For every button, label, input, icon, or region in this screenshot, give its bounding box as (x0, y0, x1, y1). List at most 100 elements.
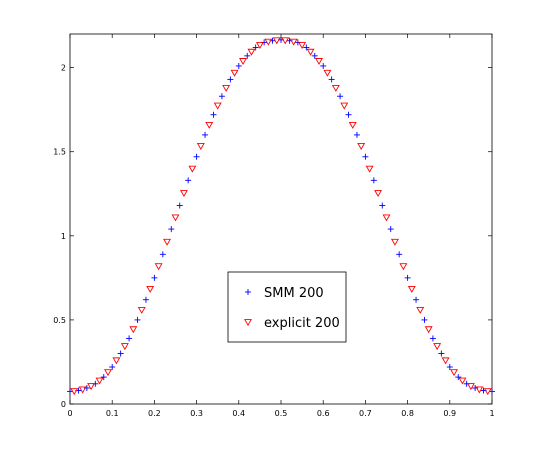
x-tick-label: 0 (67, 409, 72, 418)
explicit-200-point (171, 214, 180, 222)
smm-200-point (244, 52, 251, 59)
explicit-200-point (365, 165, 374, 173)
explicit-200-point (112, 357, 121, 365)
smm-200-point (126, 335, 133, 342)
smm-200-point (134, 316, 141, 323)
explicit-200-point (483, 388, 492, 396)
smm-200-point (379, 202, 386, 209)
explicit-200-point (146, 285, 155, 293)
explicit-200-point (213, 102, 222, 110)
smm-200-point (328, 76, 335, 83)
smm-200-point (429, 335, 436, 342)
explicit-200-point (163, 238, 172, 246)
legend-label-explicit-200: explicit 200 (264, 316, 340, 331)
explicit-200-point (129, 326, 138, 334)
plot-area (69, 33, 493, 405)
smm-200-point (303, 44, 310, 51)
explicit-200-point (255, 42, 264, 50)
explicit-200-point (222, 84, 231, 92)
explicit-200-point (475, 386, 484, 394)
smm-200-point (320, 62, 327, 69)
smm-200-point (413, 296, 420, 303)
explicit-200-point (315, 58, 323, 66)
explicit-200-point (272, 37, 281, 45)
smm-200-point (345, 111, 352, 118)
x-tick-label: 0.1 (106, 409, 119, 418)
legend-marker-plus (245, 289, 251, 295)
smm-200-point (176, 202, 183, 209)
explicit-200-point (348, 121, 357, 129)
y-tick-label: 0 (61, 400, 66, 409)
explicit-200-point (87, 383, 96, 391)
explicit-200-point (382, 214, 391, 222)
smm-200-point (489, 388, 495, 395)
smm-200-point (337, 93, 344, 100)
explicit-200-point (323, 69, 332, 77)
y-tick-label: 1.5 (53, 148, 66, 157)
explicit-200-point (289, 38, 298, 46)
explicit-200-point (390, 238, 399, 246)
explicit-200-point (137, 306, 146, 314)
explicit-200-point (104, 369, 112, 377)
smm-200-point (362, 153, 369, 160)
smm-200-point (311, 52, 318, 59)
explicit-200-point (95, 377, 104, 385)
explicit-200-point (205, 121, 214, 129)
explicit-200-point (374, 190, 383, 198)
smm-200-point (100, 374, 107, 381)
smm-200-point (370, 177, 377, 184)
explicit-200-point (416, 306, 425, 314)
explicit-200-point (331, 84, 340, 92)
explicit-200-point (298, 42, 307, 50)
explicit-200-point (399, 263, 408, 271)
x-tick-label: 0.6 (317, 409, 330, 418)
x-tick-label: 0.8 (401, 409, 414, 418)
explicit-200-point (120, 343, 129, 351)
smm-200-point (438, 350, 445, 357)
explicit-200-point (239, 58, 247, 66)
explicit-200-point (340, 102, 349, 110)
legend-marker-smm-200 (245, 289, 251, 295)
explicit-200-point (188, 165, 197, 173)
x-tick-label: 1 (489, 409, 494, 418)
data-marks (67, 36, 495, 396)
explicit-200-point (196, 142, 205, 150)
smm-200-point (235, 62, 242, 69)
axis-ticks: 0 0.1 0.2 0.3 0.4 0.5 0.6 0.7 0.8 0.9 1 0 0.5 1 1.5 2 (53, 34, 495, 418)
smm-200-point (421, 316, 428, 323)
smm-200-point (218, 93, 225, 100)
explicit-200-point (264, 38, 273, 46)
smm-200-point (193, 153, 200, 160)
explicit-200-point (450, 369, 458, 377)
explicit-200-point (466, 383, 475, 391)
x-tick-label: 0.3 (190, 409, 203, 418)
x-tick-label: 0.7 (359, 409, 372, 418)
y-tick-label: 2 (61, 64, 66, 73)
smm-200-point (227, 76, 234, 83)
smm-200-point (404, 274, 411, 281)
smm-200-point (185, 177, 192, 184)
explicit-200-point (230, 69, 239, 77)
x-tick-label: 0.2 (148, 409, 161, 418)
x-tick-label: 0.4 (232, 409, 245, 418)
legend-box (227, 271, 347, 343)
smm-200-point (67, 388, 73, 395)
explicit-200-point (179, 190, 188, 198)
smm-200-point (151, 274, 158, 281)
smm-200-point (117, 350, 124, 357)
smm-200-point (446, 364, 453, 370)
y-tick-label: 0.5 (53, 316, 66, 325)
explicit-200-point (441, 357, 450, 365)
smm-200-point (210, 111, 217, 118)
explicit-200-point (281, 37, 290, 45)
explicit-200-point (433, 343, 442, 351)
explicit-200-point (70, 388, 79, 396)
legend-marker-triangle (244, 319, 252, 327)
smm-200-point (168, 226, 175, 233)
smm-200-point (142, 296, 149, 303)
x-tick-label: 0.9 (443, 409, 456, 418)
smm-200-point (252, 44, 259, 51)
explicit-200-point (306, 48, 315, 56)
x-tick-label: 0.5 (275, 409, 288, 418)
smm-200-point (455, 374, 462, 381)
